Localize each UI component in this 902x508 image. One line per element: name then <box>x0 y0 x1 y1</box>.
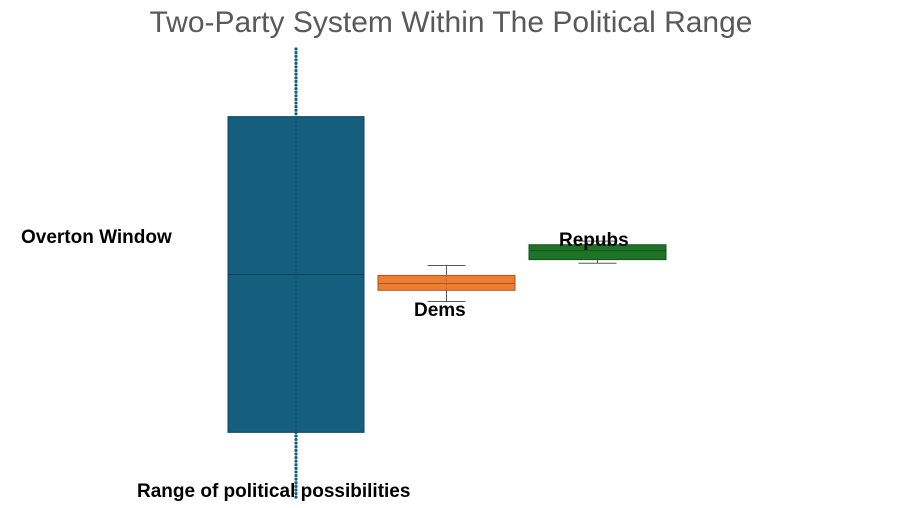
x-axis-label: Range of political possibilities <box>137 481 411 502</box>
chart-title: Two-Party System Within The Political Ra… <box>149 6 753 39</box>
series-label-dems: Dems <box>414 300 466 321</box>
series-label-repubs: Repubs <box>559 230 629 251</box>
series-label-overton: Overton Window <box>21 227 172 248</box>
repubs-box <box>528 244 667 261</box>
